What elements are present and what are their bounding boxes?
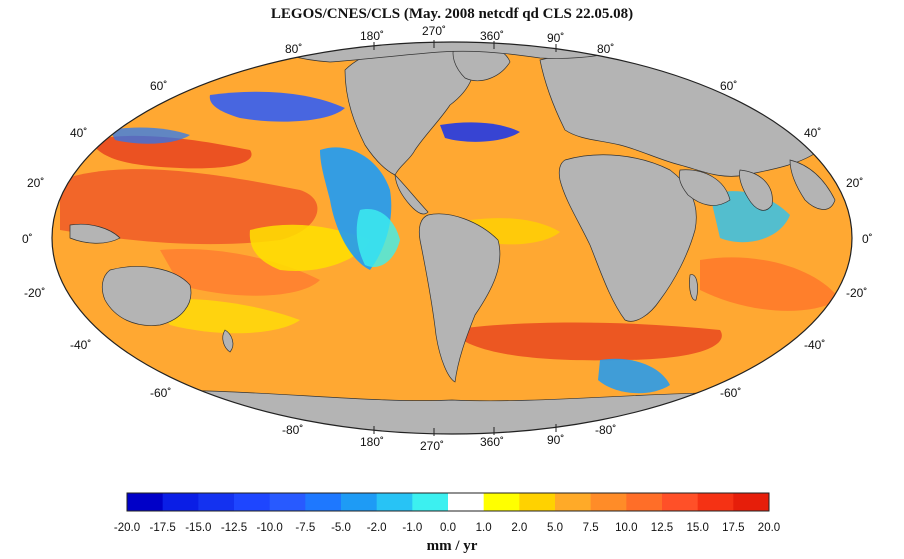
- lon-label-bottom-270: 270˚: [420, 439, 444, 453]
- colorbar-cells: [127, 493, 770, 511]
- colorbar-tick-label: -10.0: [257, 522, 283, 534]
- lat-label-right-minus80: -80˚: [595, 423, 616, 437]
- ocean-anomaly-blue: [440, 122, 520, 142]
- colorbar-cell: [519, 493, 556, 511]
- colorbar-tick-label: -1.0: [402, 522, 422, 534]
- colorbar-tick-label: -2.0: [367, 522, 387, 534]
- colorbar-cell: [590, 493, 627, 511]
- lon-label-bottom-360: 360˚: [480, 435, 504, 449]
- lat-label-left-80: 80˚: [285, 42, 302, 56]
- lat-label-right-20: 20˚: [846, 176, 863, 190]
- colorbar-tick-label: 10.0: [615, 522, 637, 534]
- land-india: [739, 169, 773, 211]
- colorbar-cell: [127, 493, 164, 511]
- lon-label-top-90: 90˚: [547, 31, 564, 45]
- land-madagascar: [689, 274, 698, 301]
- lat-label-right-minus60: -60˚: [720, 386, 741, 400]
- lon-label-top-360: 360˚: [480, 29, 504, 43]
- longitude-ticks-bottom: [373, 424, 557, 436]
- colorbar-cell: [733, 493, 770, 511]
- colorbar-labels: -20.0 -17.5 -15.0 -12.5 -10.0 -7.5 -5.0 -2.0 -1.…: [114, 522, 780, 534]
- land-arabia: [678, 169, 731, 206]
- colorbar-tick-label: 7.5: [583, 522, 599, 534]
- lon-label-bottom-90: 90˚: [547, 433, 564, 447]
- longitude-ticks-top: [373, 40, 557, 52]
- colorbar-tick-label: 15.0: [686, 522, 708, 534]
- lat-label-left-60: 60˚: [150, 79, 167, 93]
- colorbar-cell: [662, 493, 699, 511]
- colorbar-tick-label: -12.5: [221, 522, 247, 534]
- colorbar-cell: [483, 493, 520, 511]
- land-central-america: [394, 174, 429, 215]
- ocean-anomaly-red: [60, 169, 318, 245]
- colorbar-tick-label: 17.5: [722, 522, 744, 534]
- colorbar-tick-label: -17.5: [150, 522, 176, 534]
- land-indonesia: [69, 223, 121, 244]
- colorbar-cell: [234, 493, 271, 511]
- colorbar-cell: [269, 493, 306, 511]
- ocean-anomaly-blue: [110, 127, 190, 144]
- colorbar-cell: [412, 493, 449, 511]
- ocean-anomaly-blue: [209, 91, 345, 122]
- colorbar-cell: [198, 493, 235, 511]
- land-africa: [558, 154, 697, 322]
- colorbar-tick-label: 2.0: [511, 522, 527, 534]
- ocean-anomaly-red: [160, 249, 320, 296]
- land-australia: [101, 266, 192, 326]
- colorbar-tick-label: -7.5: [295, 522, 315, 534]
- colorbar-cell: [162, 493, 199, 511]
- ocean-anomaly-red: [90, 135, 252, 169]
- ocean-anomaly-blue: [598, 358, 670, 394]
- ocean-anomaly-red: [700, 257, 840, 311]
- colorbar-cell: [376, 493, 413, 511]
- map-title: LEGOS/CNES/CLS (May. 2008 netcdf qd CLS …: [270, 6, 634, 22]
- lat-label-left-20: 20˚: [27, 176, 44, 190]
- colorbar-tick-label: 0.0: [440, 522, 456, 534]
- land-south-america: [418, 213, 501, 383]
- colorbar-tick-label: 1.0: [476, 522, 492, 534]
- colorbar-tick-label: -15.0: [185, 522, 211, 534]
- lat-label-left-minus40: -40˚: [70, 338, 91, 352]
- lat-label-right-minus40: -40˚: [804, 338, 825, 352]
- colorbar-units: mm / yr: [426, 538, 478, 554]
- colorbar-cell: [448, 493, 485, 511]
- lat-label-right-0: 0˚: [862, 232, 873, 246]
- lon-label-top-180: 180˚: [360, 29, 384, 43]
- colorbar-cell: [626, 493, 663, 511]
- lat-label-left-minus60: -60˚: [150, 386, 171, 400]
- ocean-anomaly-yellow: [249, 224, 370, 271]
- colorbar-tick-label: -5.0: [331, 522, 351, 534]
- colorbar-tick-label: 12.5: [651, 522, 673, 534]
- lat-label-left-0: 0˚: [22, 232, 33, 246]
- ocean-anomaly-cyan: [356, 209, 400, 268]
- colorbar-cell: [341, 493, 378, 511]
- globe-outline: [51, 41, 853, 435]
- lat-label-left-40: 40˚: [70, 126, 87, 140]
- lat-label-left-minus20: -20˚: [24, 286, 45, 300]
- lat-label-right-40: 40˚: [804, 126, 821, 140]
- lat-label-left-minus80: -80˚: [282, 423, 303, 437]
- colorbar-cell: [555, 493, 592, 511]
- ocean-anomaly-red: [450, 322, 722, 361]
- colorbar-tick-label: 20.0: [758, 522, 780, 534]
- lat-label-right-80: 80˚: [597, 42, 614, 56]
- colorbar-tick-label: -20.0: [114, 522, 140, 534]
- lat-label-right-60: 60˚: [720, 79, 737, 93]
- land-new-zealand: [222, 329, 234, 353]
- lon-label-top-270: 270˚: [422, 24, 446, 38]
- land-southeast-asia: [789, 159, 836, 210]
- lon-label-bottom-180: 180˚: [360, 435, 384, 449]
- lat-label-right-minus20: -20˚: [846, 286, 867, 300]
- colorbar-frame: [126, 492, 770, 512]
- colorbar-tick-label: 5.0: [547, 522, 563, 534]
- colorbar-cell: [697, 493, 734, 511]
- ocean-anomaly-yellow: [150, 298, 300, 334]
- colorbar-cell: [305, 493, 342, 511]
